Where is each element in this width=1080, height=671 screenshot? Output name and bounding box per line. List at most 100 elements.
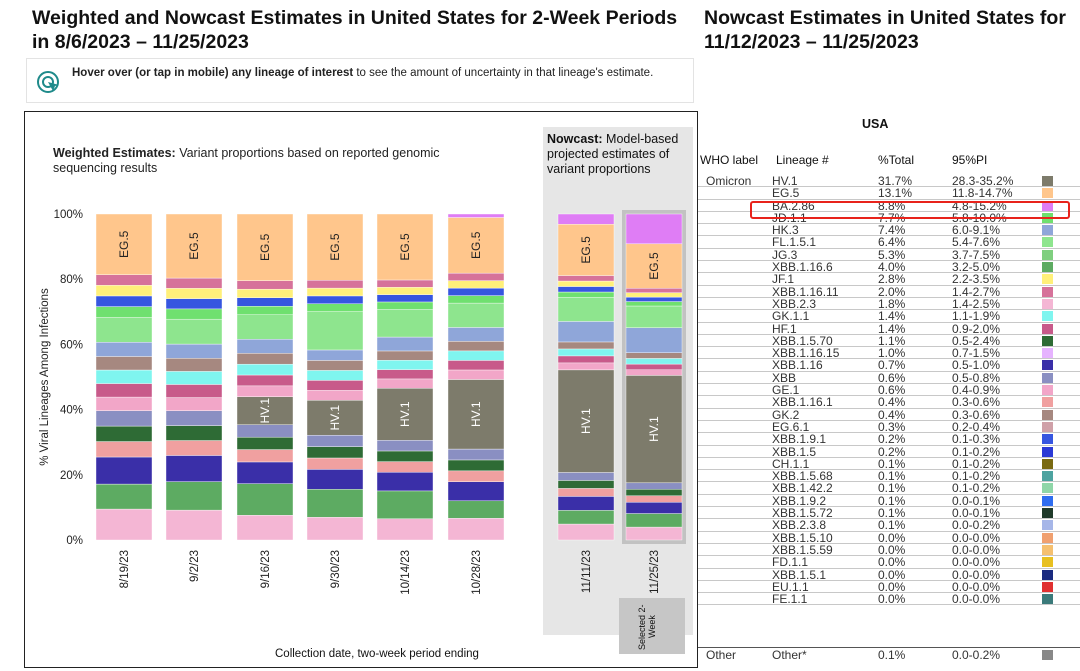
other-lineage-segment — [306, 469, 364, 490]
other-lineage-segment — [557, 472, 615, 481]
other-lineage-segment — [376, 472, 434, 492]
lineage-cell: XBB.1.5.68 — [772, 469, 833, 484]
other-lineage-segment — [376, 518, 434, 541]
total-cell: 4.0% — [878, 260, 906, 275]
eg-5-segment — [376, 213, 434, 281]
color-swatch — [1042, 532, 1053, 543]
table-row[interactable]: XBB.1.5.10 0.0% 0.0-0.0% — [698, 531, 1080, 544]
table-row[interactable]: XBB 0.6% 0.5-0.8% — [698, 371, 1080, 384]
other-lineage-segment — [306, 280, 364, 289]
table-row[interactable]: XBB.1.5 0.2% 0.1-0.2% — [698, 444, 1080, 459]
table-row[interactable]: XBB.1.16 0.7% 0.5-1.0% — [698, 359, 1080, 372]
xbb-1-16-6-segment — [625, 513, 683, 528]
table-row[interactable]: FE.1.1 0.0% 0.0-0.0% — [698, 593, 1080, 605]
pi-cell: 5.4-7.6% — [952, 235, 1001, 250]
other-lineage-segment — [306, 446, 364, 459]
table-row[interactable]: XBB.1.16.15 1.0% 0.7-1.5% — [698, 347, 1080, 359]
other-lineage-segment — [236, 288, 294, 298]
table-row-other[interactable]: Other Other* 0.1% 0.0-0.2% — [698, 647, 1080, 662]
xbb-1-16-6-segment — [236, 483, 294, 516]
other-lineage-segment — [376, 287, 434, 295]
pi-cell: 0.0-0.1% — [952, 506, 1001, 521]
other-lineage-segment — [625, 526, 683, 541]
pi-cell: 1.1-1.9% — [952, 309, 1001, 324]
table-row[interactable]: EG.6.1 0.3% 0.2-0.4% — [698, 421, 1080, 433]
color-swatch — [1042, 557, 1053, 568]
other-lineage-segment — [376, 350, 434, 361]
table-row[interactable]: GE.1 0.6% 0.4-0.9% — [698, 384, 1080, 396]
other-lineage-segment — [236, 515, 294, 541]
table-row[interactable]: JF.1 2.8% 2.2-3.5% — [698, 272, 1080, 287]
table-row[interactable]: XBB.1.16.1 0.4% 0.3-0.6% — [698, 395, 1080, 410]
other-lineage-segment — [95, 456, 153, 485]
pi-cell: 28.3-35.2% — [952, 174, 1014, 188]
pi-cell: 0.0-0.0% — [952, 542, 1001, 557]
eg-5-segment — [236, 213, 294, 281]
other-lineage-segment — [95, 396, 153, 411]
pi-cell: 0.5-2.4% — [952, 333, 1001, 348]
ba-2-86-segment — [625, 213, 683, 245]
color-swatch — [1042, 225, 1053, 236]
nowcast-label: Nowcast: Model-based projected estimates… — [547, 132, 697, 177]
pi-cell: 0.0-0.0% — [952, 567, 1001, 582]
y-tick-label: 20% — [60, 470, 83, 482]
table-row[interactable]: HF.1 1.4% 0.9-2.0% — [698, 322, 1080, 335]
right-title: Nowcast Estimates in United States for 1… — [704, 7, 1066, 53]
table-row[interactable]: EU.1.1 0.0% 0.0-0.0% — [698, 580, 1080, 593]
color-swatch — [1042, 262, 1053, 273]
other-lineage-segment — [557, 488, 615, 497]
pi-cell: 3.7-7.5% — [952, 247, 1001, 262]
other-lineage-segment — [236, 306, 294, 315]
other-lineage-segment — [236, 353, 294, 365]
table-row[interactable]: XBB.1.16.11 2.0% 1.4-2.7% — [698, 285, 1080, 298]
table-row[interactable]: Omicron HV.1 31.7% 28.3-35.2% — [698, 175, 1080, 187]
table-row[interactable]: FL.1.5.1 6.4% 5.4-7.6% — [698, 235, 1080, 250]
eg-5-segment — [165, 213, 223, 279]
table-row[interactable]: FD.1.1 0.0% 0.0-0.0% — [698, 556, 1080, 569]
hk-3-segment — [236, 339, 294, 354]
total-cell: 2.8% — [878, 272, 906, 287]
hv-1-segment — [557, 369, 615, 473]
table-row[interactable]: GK.2 0.4% 0.3-0.6% — [698, 408, 1080, 421]
table-row[interactable]: XBB.1.5.72 0.1% 0.0-0.1% — [698, 507, 1080, 519]
table-row[interactable]: JG.3 5.3% 3.7-7.5% — [698, 247, 1080, 262]
lineage-cell: JF.1 — [772, 272, 795, 287]
hk-3-segment — [557, 321, 615, 343]
color-swatch — [1042, 483, 1053, 494]
table-row[interactable]: XBB.1.5.68 0.1% 0.1-0.2% — [698, 470, 1080, 482]
other-lineage-segment — [95, 425, 153, 442]
table-row[interactable]: CH.1.1 0.1% 0.1-0.2% — [698, 458, 1080, 470]
other-lineage-segment — [306, 303, 364, 312]
table-row[interactable]: XBB.1.5.70 1.1% 0.5-2.4% — [698, 335, 1080, 347]
other-lineage-segment — [306, 295, 364, 304]
lineage-cell: XBB.1.42.2 — [772, 481, 833, 496]
other-lineage-segment — [447, 448, 505, 461]
table-row[interactable]: XBB.1.9.1 0.2% 0.1-0.3% — [698, 433, 1080, 446]
lineage-cell: FE.1.1 — [772, 592, 808, 607]
lineage-cell: XBB.1.16.1 — [772, 395, 833, 410]
other-who: Other — [706, 648, 737, 662]
ba-2-86-segment — [447, 213, 505, 218]
table-row[interactable]: HK.3 7.4% 6.0-9.1% — [698, 224, 1080, 236]
x-tick-label: 10/14/23 — [400, 550, 412, 595]
highlight-box — [750, 201, 1070, 219]
pi-cell: 11.8-14.7% — [952, 186, 1013, 201]
color-swatch — [1042, 323, 1053, 334]
table-row[interactable]: XBB.2.3.8 0.1% 0.0-0.2% — [698, 519, 1080, 532]
table-row[interactable]: EG.5 13.1% 11.8-14.7% — [698, 186, 1080, 201]
table-row[interactable]: XBB.2.3 1.8% 1.4-2.5% — [698, 298, 1080, 310]
pi-cell: 0.1-0.2% — [952, 444, 1001, 459]
x-tick-label: 9/16/23 — [260, 550, 272, 588]
total-cell: 0.0% — [878, 592, 906, 607]
ba-2-86-segment — [557, 213, 615, 225]
table-row[interactable]: XBB.1.42.2 0.1% 0.1-0.2% — [698, 481, 1080, 496]
table-row[interactable]: XBB.1.5.1 0.0% 0.0-0.0% — [698, 567, 1080, 582]
other-lineage-segment — [236, 449, 294, 463]
other-lineage-segment — [376, 440, 434, 452]
table-row[interactable]: XBB.1.5.59 0.0% 0.0-0.0% — [698, 544, 1080, 556]
table-row[interactable]: XBB.1.16.6 4.0% 3.2-5.0% — [698, 261, 1080, 273]
other-lineage-segment — [625, 363, 683, 370]
fl-1-5-1-segment — [236, 314, 294, 340]
table-row[interactable]: XBB.1.9.2 0.1% 0.0-0.1% — [698, 494, 1080, 507]
table-row[interactable]: GK.1.1 1.4% 1.1-1.9% — [698, 309, 1080, 324]
